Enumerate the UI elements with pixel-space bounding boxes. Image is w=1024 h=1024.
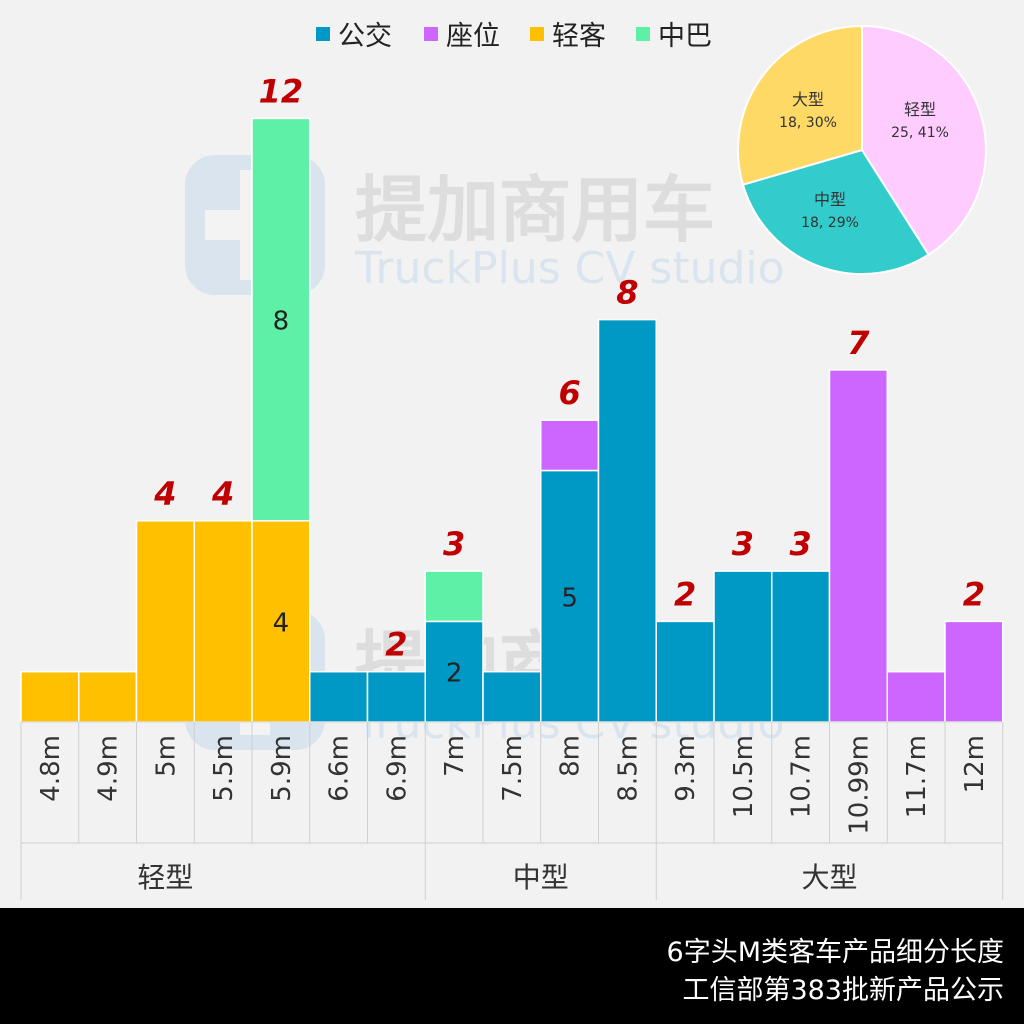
axis-layer: 4.8m 4.9m 5m 5.5m 5.9m 6.6m 6.9m 7m 7.5m 8m 8.5m 9.… — [20, 721, 1004, 900]
bar-value-label: 8 — [273, 307, 290, 337]
x-tick-label: 5.5m — [209, 735, 239, 802]
bar-value-label: 2 — [446, 659, 463, 689]
legend-label: 座位 — [446, 21, 500, 52]
bar-total-label: 2 — [963, 575, 985, 613]
x-tick-label: 7m — [440, 735, 470, 777]
bar-segment — [424, 570, 484, 623]
pie-slice-value: 18, 30% — [779, 115, 837, 131]
legend-label: 中巴 — [658, 21, 712, 52]
x-tick-label: 12m — [960, 735, 990, 793]
pie-slice — [741, 148, 930, 275]
footer-subtitle: 工信部第383批新产品公示 — [682, 975, 1004, 1006]
footer-banner: 6字头M类客车产品细分长度 工信部第383批新产品公示 — [0, 908, 1024, 1024]
legend-label: 轻客 — [552, 21, 606, 52]
bar-total-label: 12 — [259, 72, 304, 110]
bar-total-label: 3 — [732, 525, 754, 563]
bar-total-label: 8 — [616, 274, 638, 312]
bar-segment — [655, 620, 715, 723]
bar-total-label: 2 — [385, 626, 407, 664]
bar-segment — [135, 520, 195, 723]
legend-swatch — [316, 27, 330, 41]
x-tick-label: 9.3m — [671, 735, 701, 802]
x-tick-label: 5m — [151, 735, 181, 777]
group-label: 大型 — [801, 861, 857, 894]
legend-swatch — [424, 27, 438, 41]
bar-total-label: 3 — [789, 525, 811, 563]
bar-segment — [713, 570, 773, 723]
bar-segment — [251, 520, 311, 723]
x-tick-label: 6.6m — [325, 735, 355, 802]
legend-label: 公交 — [338, 21, 392, 52]
x-tick-label: 10.7m — [787, 735, 817, 818]
legend-swatch — [636, 27, 650, 41]
bar-segment — [540, 469, 600, 723]
bar-segment — [944, 620, 1004, 723]
pie-slice-name: 轻型 — [904, 100, 936, 119]
x-tick-label: 4.9m — [94, 735, 124, 802]
group-label: 轻型 — [137, 861, 193, 894]
pie-slice-value: 18, 29% — [801, 215, 859, 231]
bar-segment — [78, 670, 138, 723]
x-tick-label: 11.7m — [902, 735, 932, 818]
legend-swatch — [530, 27, 544, 41]
bar-segment — [193, 520, 253, 723]
watermark-brand: 提加商用车 — [355, 168, 715, 252]
bar-value-label: 5 — [561, 583, 578, 613]
group-label: 中型 — [513, 861, 569, 894]
bar-total-label: 7 — [847, 324, 870, 362]
bar-total-label: 2 — [674, 575, 696, 613]
x-tick-label: 10.99m — [844, 735, 874, 835]
footer-title: 6字头M类客车产品细分长度 — [666, 937, 1004, 968]
bar-segment — [251, 117, 311, 522]
bar-segment — [366, 670, 426, 723]
bar-segment — [597, 318, 657, 723]
bar-total-label: 4 — [153, 475, 176, 513]
pie-chart: 轻型 25, 41% 中型 18, 29% 大型 18, 30% — [737, 24, 987, 275]
x-tick-label: 5.9m — [267, 735, 297, 802]
bar-total-label: 3 — [443, 525, 465, 563]
legend: 公交 座位 轻客 中巴 — [316, 21, 712, 52]
bar-segment — [482, 670, 542, 723]
bar-total-label: 6 — [558, 374, 580, 412]
x-tick-label: 8m — [556, 735, 586, 777]
bar-value-label: 4 — [273, 608, 290, 638]
x-tick-label: 8.5m — [613, 735, 643, 802]
pie-slice-name: 中型 — [814, 190, 846, 209]
watermark-sub: TruckPlus CV studio — [354, 243, 785, 294]
x-tick-label: 10.5m — [729, 735, 759, 818]
pie-slice-name: 大型 — [792, 90, 824, 109]
bar-total-label: 4 — [211, 475, 234, 513]
pie-slice-value: 25, 41% — [891, 125, 949, 141]
x-tick-label: 7.5m — [498, 735, 528, 802]
x-tick-label: 6.9m — [382, 735, 412, 802]
pie-slice — [737, 24, 863, 186]
bar-segment — [309, 670, 369, 723]
bar-segment — [540, 419, 600, 472]
bar-segment — [424, 620, 484, 723]
bar-segment — [20, 670, 80, 723]
bar-segment — [828, 369, 888, 723]
bar-segment — [771, 570, 831, 723]
x-tick-label: 4.8m — [36, 735, 66, 802]
bar-segment — [886, 670, 946, 723]
